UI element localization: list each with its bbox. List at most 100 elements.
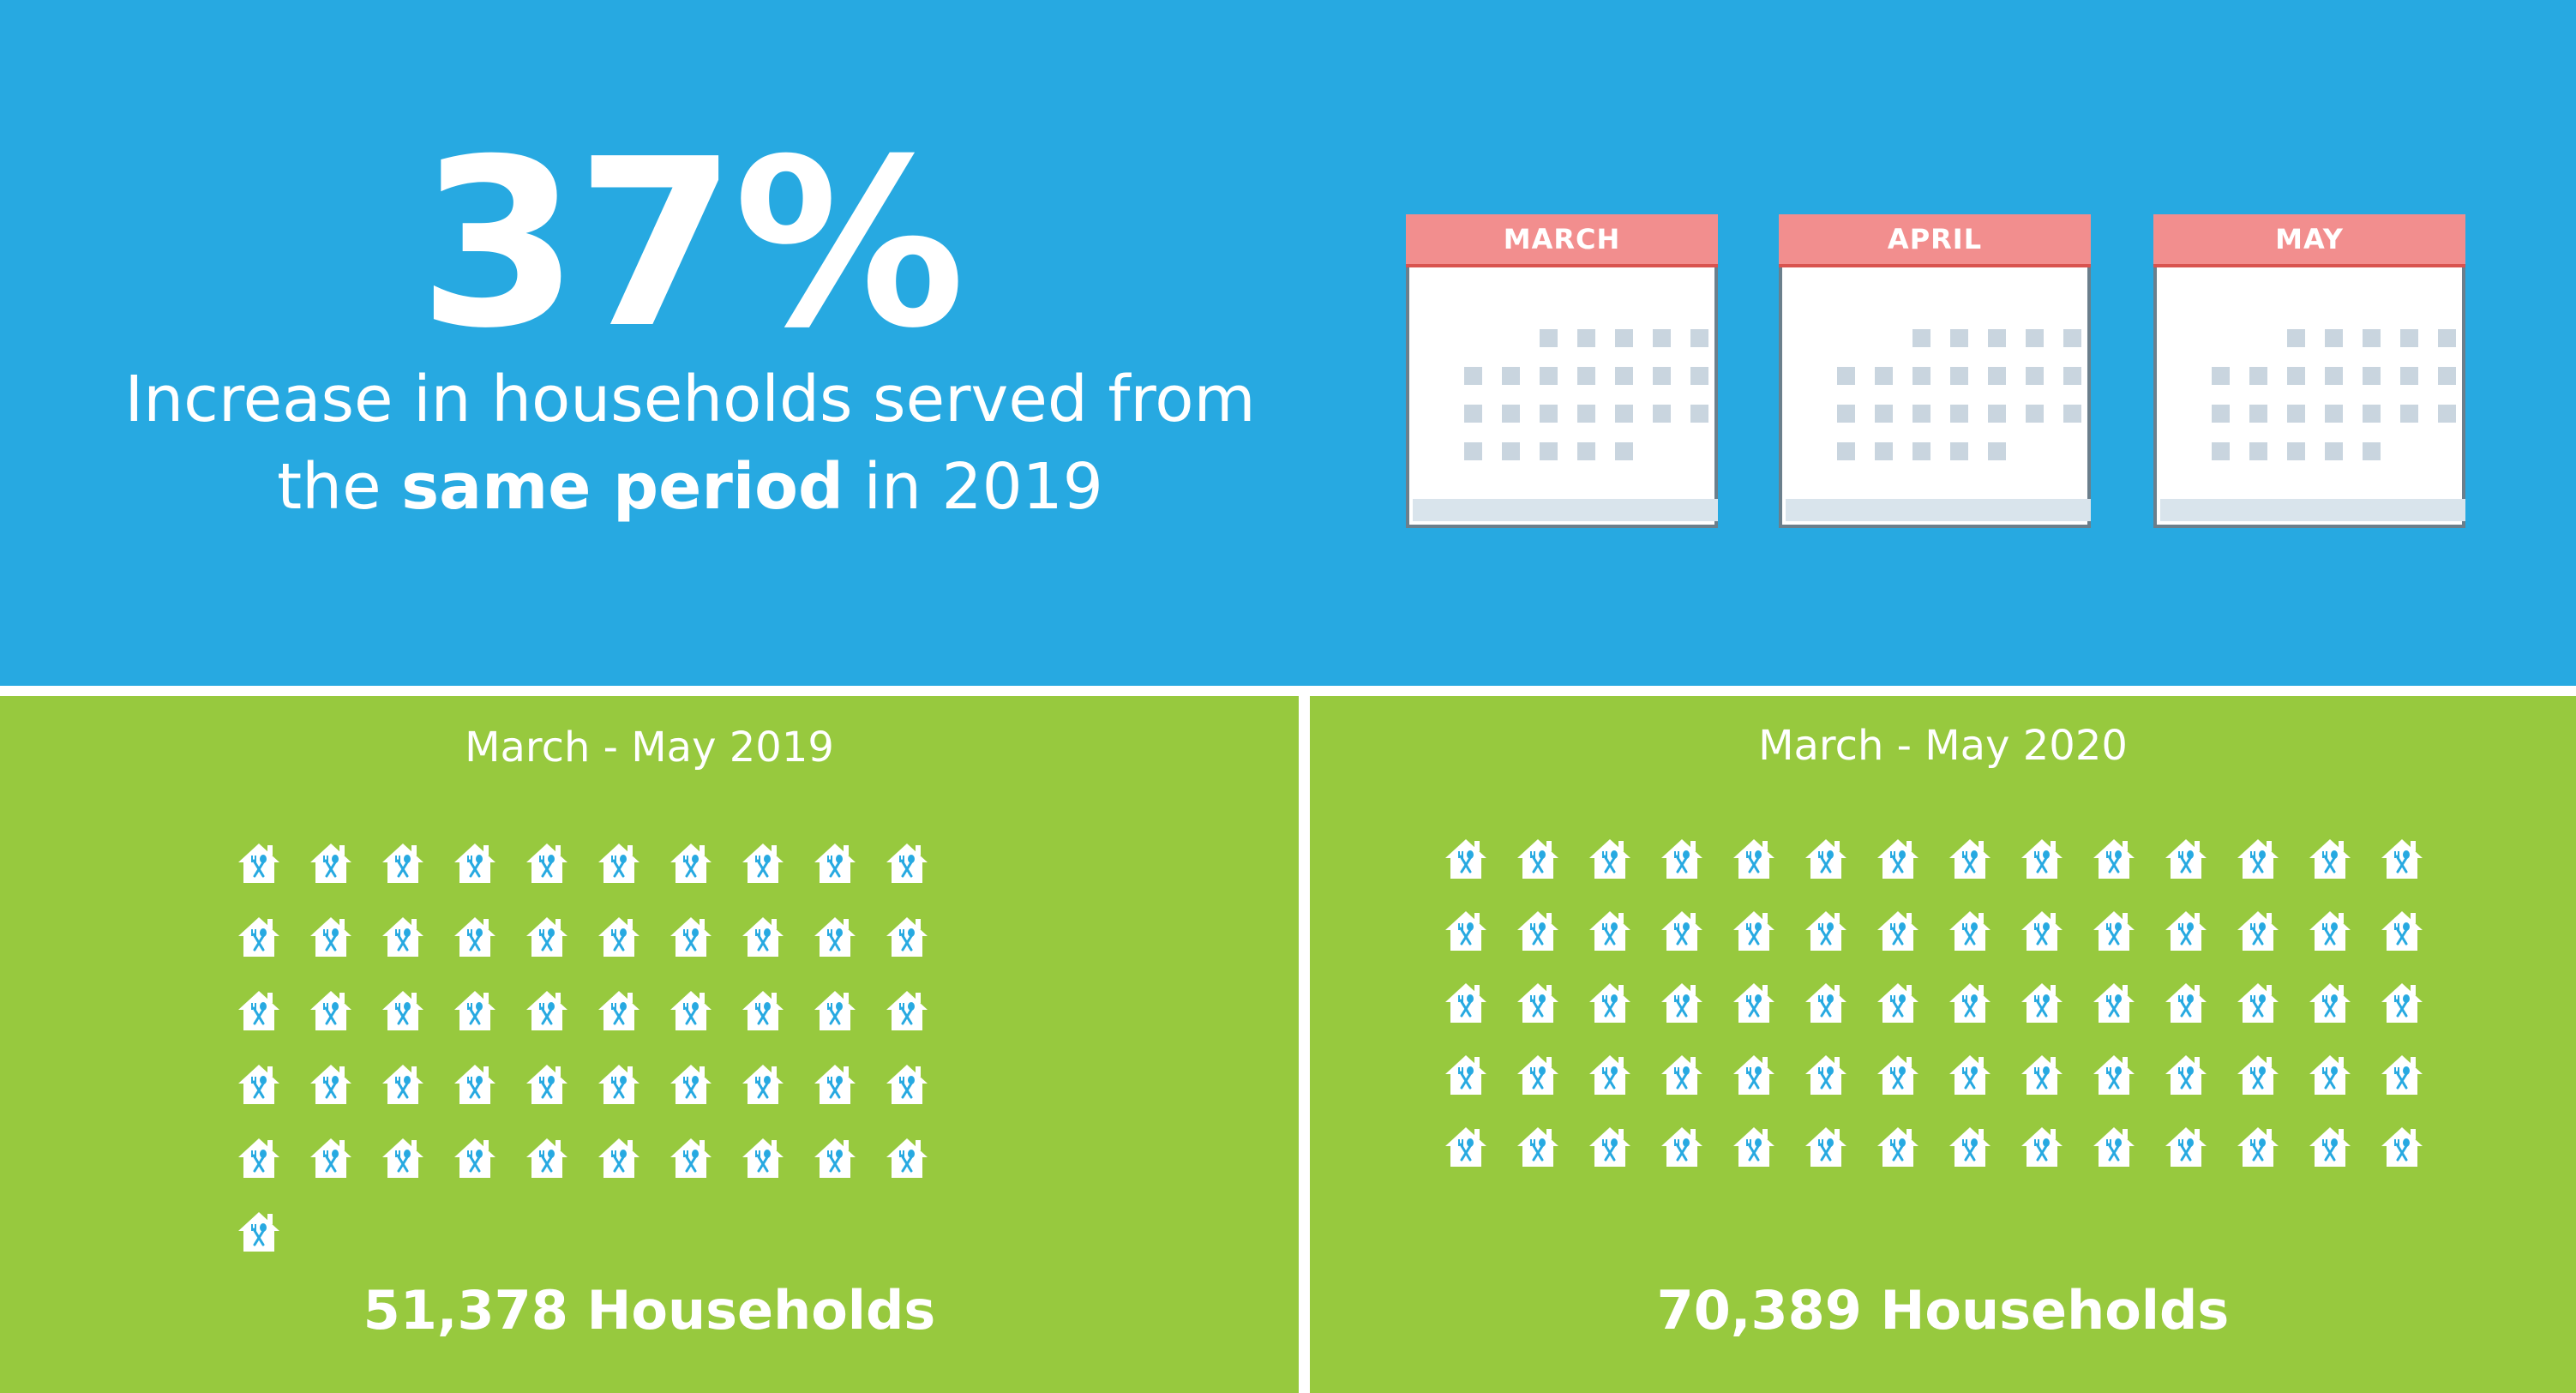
calendar-day-cell (1540, 405, 1558, 423)
calendar-day-cell (1577, 405, 1595, 423)
increase-percentage: 37% (417, 109, 965, 379)
calendar-day-cell (1837, 405, 1855, 423)
calendar-day-cell (2287, 329, 2305, 347)
calendar-day-cell (1615, 329, 1633, 347)
house-food-icon (1516, 1054, 1560, 1098)
house-food-icon (597, 1137, 641, 1181)
house-food-icon (2380, 1054, 2424, 1098)
house-food-icon (525, 1063, 569, 1108)
calendar-day-cell (2325, 442, 2343, 460)
calendar-day-cell (1912, 405, 1930, 423)
calendar-day-cell (2438, 329, 2456, 347)
house-food-icon (453, 916, 497, 960)
house-food-icon (2308, 1126, 2352, 1170)
calendar-month-label: MAY (2153, 214, 2465, 267)
house-food-icon (237, 842, 281, 886)
calendar-day-cell (1540, 329, 1558, 347)
calendar-day-cell (1912, 442, 1930, 460)
house-food-icon (1732, 838, 1776, 882)
house-food-icon (2092, 982, 2136, 1026)
house-food-icon (2380, 838, 2424, 882)
house-food-icon (237, 1210, 281, 1255)
headline-emphasis: same period (401, 450, 844, 524)
calendar-day-cell (1653, 329, 1671, 347)
calendar-day-cell (1653, 367, 1671, 385)
house-food-icon (813, 1137, 857, 1181)
calendar-day-cell (1690, 367, 1708, 385)
calendar-day-cell (1988, 367, 2006, 385)
house-food-icon (669, 842, 713, 886)
calendar-day-cell (2438, 367, 2456, 385)
calendar-day-cell (1540, 367, 1558, 385)
house-food-icon (1876, 838, 1920, 882)
house-food-icon (669, 1137, 713, 1181)
calendar-day-cell (1615, 442, 1633, 460)
house-food-icon (1732, 1054, 1776, 1098)
house-food-icon (1804, 1054, 1848, 1098)
house-food-icon (237, 1137, 281, 1181)
house-food-icon (1516, 1126, 1560, 1170)
house-food-icon (2308, 1054, 2352, 1098)
house-food-icon (2380, 910, 2424, 954)
house-food-icon (885, 1063, 929, 1108)
house-food-icon (309, 916, 353, 960)
calendar-day-cell (1950, 329, 1968, 347)
house-food-icon (1804, 1126, 1848, 1170)
calendar-day-cell (1577, 329, 1595, 347)
house-food-icon (453, 842, 497, 886)
house-food-icon (1804, 910, 1848, 954)
house-food-icon (1444, 910, 1488, 954)
calendar-day-cell (1988, 442, 2006, 460)
summary-banner: 37% Increase in households served from t… (0, 0, 2576, 686)
house-food-icon (1588, 838, 1632, 882)
calendar-day-cell (1502, 442, 1520, 460)
calendar-day-cell (2287, 442, 2305, 460)
panel-2019: March - May 2019 51,378 Households (0, 696, 1299, 1393)
house-food-icon (309, 1063, 353, 1108)
house-food-icon (1444, 1054, 1488, 1098)
house-food-icon (1948, 910, 1992, 954)
house-food-icon (381, 842, 425, 886)
calendar-day-cell (1502, 367, 1520, 385)
house-food-icon (2236, 838, 2280, 882)
calendar-day-cell (1950, 405, 1968, 423)
calendar-month-label: APRIL (1779, 214, 2091, 267)
calendar-day-cell (1837, 442, 1855, 460)
house-food-icon (2164, 838, 2208, 882)
calendar-day-cell (2026, 367, 2044, 385)
house-food-icon (2308, 982, 2352, 1026)
house-food-icon (597, 1063, 641, 1108)
house-food-icon (1660, 910, 1704, 954)
house-food-icon (2380, 982, 2424, 1026)
house-food-icon (309, 1137, 353, 1181)
house-food-icon (381, 1137, 425, 1181)
calendar-day-cell (2212, 405, 2230, 423)
house-food-icon (1948, 1054, 1992, 1098)
house-food-icon (309, 989, 353, 1034)
calendar-day-cell (1690, 405, 1708, 423)
calendar-day-grid (2157, 267, 2469, 531)
house-food-icon (1516, 838, 1560, 882)
calendar-day-cell (2063, 367, 2081, 385)
calendar-day-cell (1875, 442, 1893, 460)
house-food-icon (453, 1137, 497, 1181)
house-food-icon (669, 916, 713, 960)
increase-description: Increase in households served from the s… (0, 356, 1380, 531)
calendar-day-cell (1464, 367, 1482, 385)
calendar-day-cell (1577, 442, 1595, 460)
period-label-2019: March - May 2019 (465, 724, 834, 772)
house-food-icon (1876, 1054, 1920, 1098)
house-food-icon (2236, 982, 2280, 1026)
calendar-day-cell (1875, 367, 1893, 385)
house-food-icon (309, 842, 353, 886)
house-food-icon (813, 916, 857, 960)
house-food-icon (381, 1063, 425, 1108)
house-food-icon (741, 1137, 785, 1181)
calendar-day-grid (1409, 267, 1721, 531)
house-food-icon (741, 1063, 785, 1108)
calendar-day-cell (2287, 367, 2305, 385)
calendar-day-cell (2400, 405, 2418, 423)
calendar-day-cell (1615, 405, 1633, 423)
headline-line-1: Increase in households served from (124, 363, 1256, 436)
house-food-icon (2164, 1054, 2208, 1098)
